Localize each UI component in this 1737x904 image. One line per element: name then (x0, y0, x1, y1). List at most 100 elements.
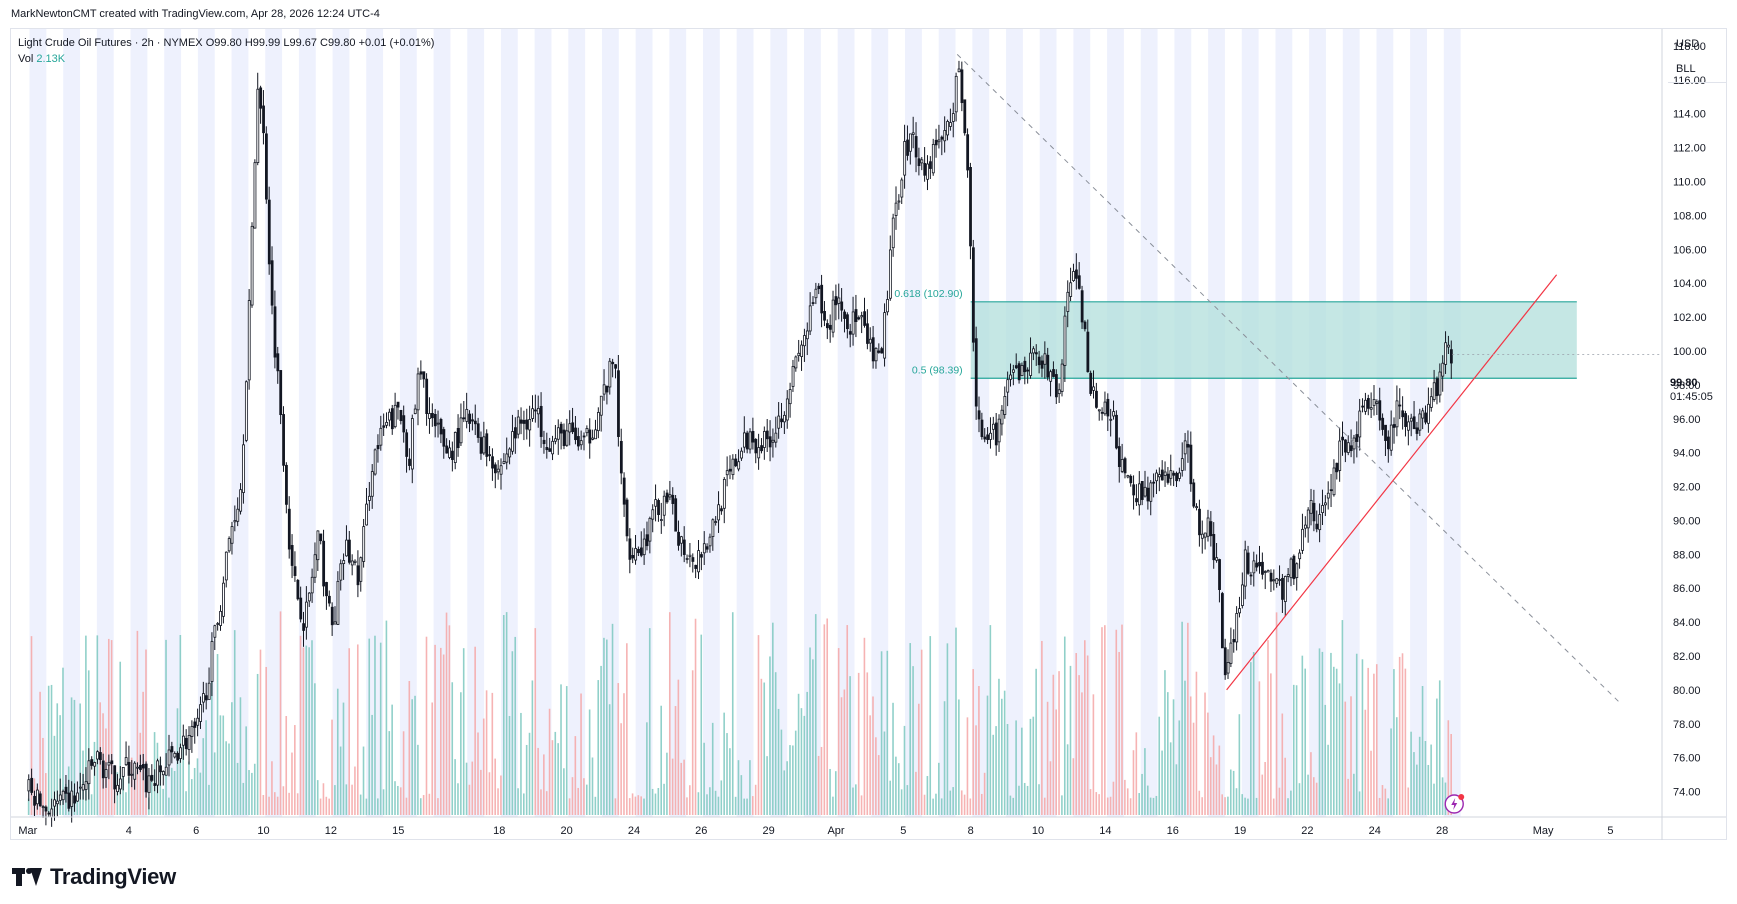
volume-bar (1301, 655, 1304, 815)
time-tick-label: Apr (827, 825, 844, 837)
volume-bar (534, 628, 537, 815)
volume-bar (179, 635, 182, 815)
currency-label[interactable]: USD (1676, 38, 1700, 50)
volume-bar (1447, 720, 1450, 815)
candle-body (445, 445, 449, 454)
volume-bar (1333, 666, 1335, 815)
candle-body (110, 760, 114, 764)
session-band (1073, 29, 1091, 817)
candle-body (96, 751, 99, 760)
candle-body (1395, 400, 1399, 428)
volume-bar (554, 731, 557, 815)
price-tick-label: 102.00 (1673, 312, 1707, 324)
candle-body (851, 311, 855, 335)
candle-body (70, 790, 74, 807)
volume-bar (1450, 733, 1452, 815)
volume-bar (1118, 651, 1120, 815)
volume-bar (1144, 748, 1146, 815)
volume-bar (1287, 798, 1289, 815)
volume-bar (886, 650, 889, 815)
volume-bar (855, 784, 857, 815)
currency-unit-selector[interactable]: USD BLL (1668, 32, 1726, 83)
candle-body (637, 549, 640, 554)
candle-body (785, 398, 789, 421)
volume-bar (47, 685, 50, 815)
candle-body (751, 430, 755, 443)
symbol-title[interactable]: Light Crude Oil Futures · 2h · NYMEX (18, 37, 203, 49)
unit-label[interactable]: BLL (1676, 63, 1696, 75)
candle-body (745, 432, 749, 450)
volume-bar (1252, 652, 1255, 815)
volume-bar (943, 701, 946, 815)
candle-body (963, 99, 967, 134)
candle-body (780, 418, 784, 423)
volume-bar (294, 725, 296, 815)
candle-body (416, 373, 420, 411)
volume-bar (837, 648, 840, 815)
candle-body (860, 315, 864, 318)
volume-bar (1318, 648, 1321, 815)
candle-body (448, 447, 451, 458)
candle-body (857, 317, 861, 320)
candle-body (602, 384, 606, 395)
candle-body (473, 420, 477, 425)
candle-body (176, 752, 180, 761)
candle-body (156, 760, 160, 786)
event-dot (1458, 794, 1465, 800)
candle-body (47, 812, 51, 815)
volume-bar (875, 737, 877, 815)
volume-bar (1238, 714, 1241, 815)
candle-body (1415, 427, 1419, 434)
volume-bar (1135, 732, 1138, 815)
candle-body (167, 749, 171, 766)
candle-body (319, 533, 323, 542)
lightning-icon (1451, 798, 1458, 810)
candle-body (1252, 560, 1256, 574)
candle-body (1344, 439, 1347, 453)
candle-body (1020, 365, 1024, 377)
candle-body (1266, 570, 1270, 573)
volume-bar (1267, 640, 1269, 815)
volume-bar (110, 640, 113, 815)
candle-body (671, 494, 675, 504)
candle-body (250, 225, 254, 306)
volume-bar (325, 796, 328, 815)
volume-bar (574, 736, 577, 815)
candle-body (536, 407, 540, 415)
volume-bar (440, 647, 442, 815)
volume-bar (1041, 640, 1043, 815)
candle-body (840, 301, 844, 311)
candle-body (222, 582, 225, 617)
candle-body (1326, 492, 1330, 499)
volume-bar (912, 666, 914, 815)
volume-bar (1084, 640, 1086, 815)
volume-bar (992, 734, 995, 815)
candle-body (38, 793, 42, 807)
candle-body (78, 786, 82, 789)
candle-body (1283, 576, 1287, 602)
volume-bar (193, 767, 196, 815)
candle-body (170, 746, 174, 753)
candle-body (971, 247, 975, 343)
time-tick-label: 20 (560, 825, 572, 837)
candle-body (1100, 411, 1104, 414)
volume-bar (1178, 720, 1181, 815)
session-band (871, 29, 889, 817)
tradingview-footer[interactable]: TradingView (12, 864, 176, 890)
candle-body (270, 260, 274, 306)
volume-bar (1258, 681, 1261, 815)
volume-bar (1187, 622, 1189, 815)
volume-bar (256, 673, 259, 815)
candle-body (740, 450, 743, 459)
volume-bar (1347, 778, 1349, 815)
fib-zone (970, 301, 1577, 379)
candle-body (957, 68, 961, 73)
candle-body (299, 597, 303, 620)
volume-bar (751, 796, 754, 815)
candle-body (462, 417, 466, 420)
volume-bar (1063, 636, 1066, 815)
candle-body (657, 500, 660, 515)
volume-bar (1341, 620, 1344, 815)
candle-body (823, 311, 826, 321)
